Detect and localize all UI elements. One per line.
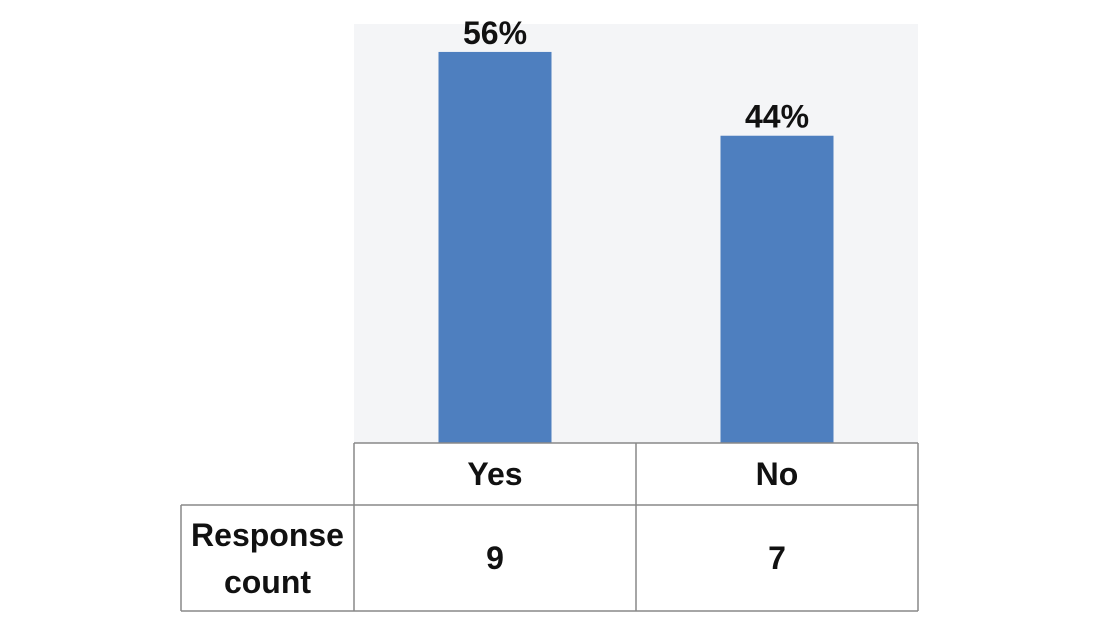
table-grid-lines	[180, 442, 919, 612]
value-label-no: 44%	[745, 99, 809, 135]
category-label-yes: Yes	[467, 456, 522, 492]
row-header-count: count	[224, 564, 311, 600]
count-no: 7	[768, 540, 786, 576]
category-label-no: No	[756, 456, 799, 492]
row-header-response: Response	[191, 517, 344, 553]
bar-no	[720, 135, 834, 443]
table-category-row: Yes No	[467, 456, 798, 492]
count-yes: 9	[486, 540, 504, 576]
value-label-yes: 56%	[463, 15, 527, 51]
value-labels-group: 56% 44%	[463, 15, 809, 135]
bar-yes	[438, 51, 552, 443]
bars-group	[438, 51, 834, 443]
